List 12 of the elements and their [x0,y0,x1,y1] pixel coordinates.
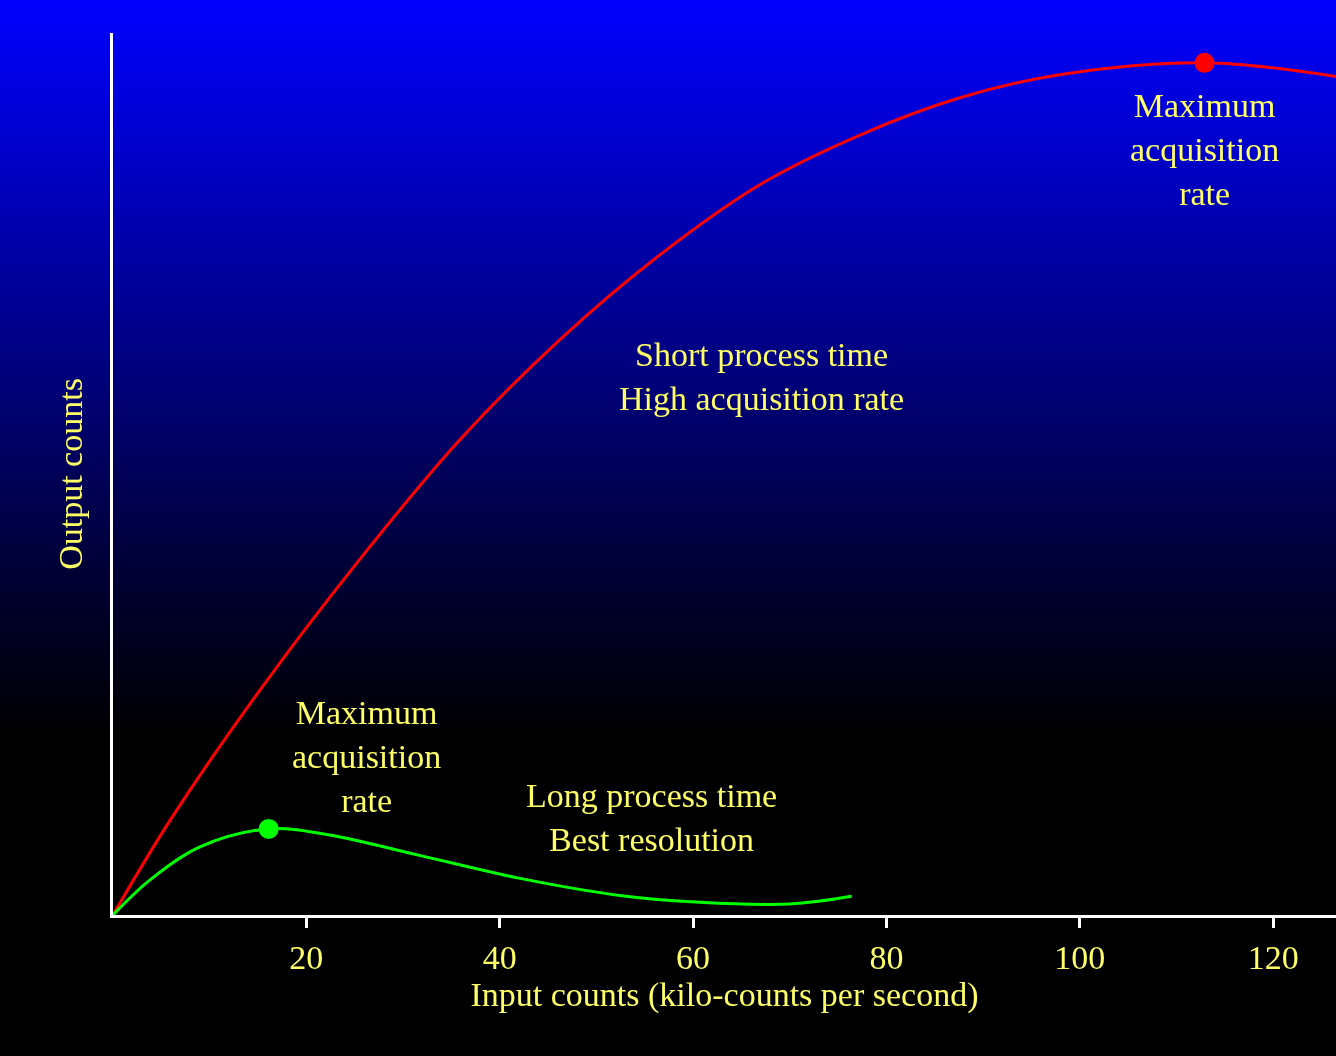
annotation: Long process time Best resolution [526,777,778,859]
annotation: Short process time High acquisition rate [619,336,905,418]
y-axis-title: Output counts [51,378,89,570]
x-axis-title: Input counts (kilo-counts per second) [470,976,979,1015]
x-tick-label: 100 [1054,938,1106,976]
x-tick-label: 60 [676,938,711,976]
x-tick-label: 120 [1247,938,1299,976]
annotation: Maximum acquisition rate [292,694,442,820]
x-tick-label: 20 [289,938,324,976]
x-tick-label: 80 [869,938,904,976]
x-tick-label: 40 [482,938,517,976]
annotation: Maximum acquisition rate [1130,87,1280,213]
